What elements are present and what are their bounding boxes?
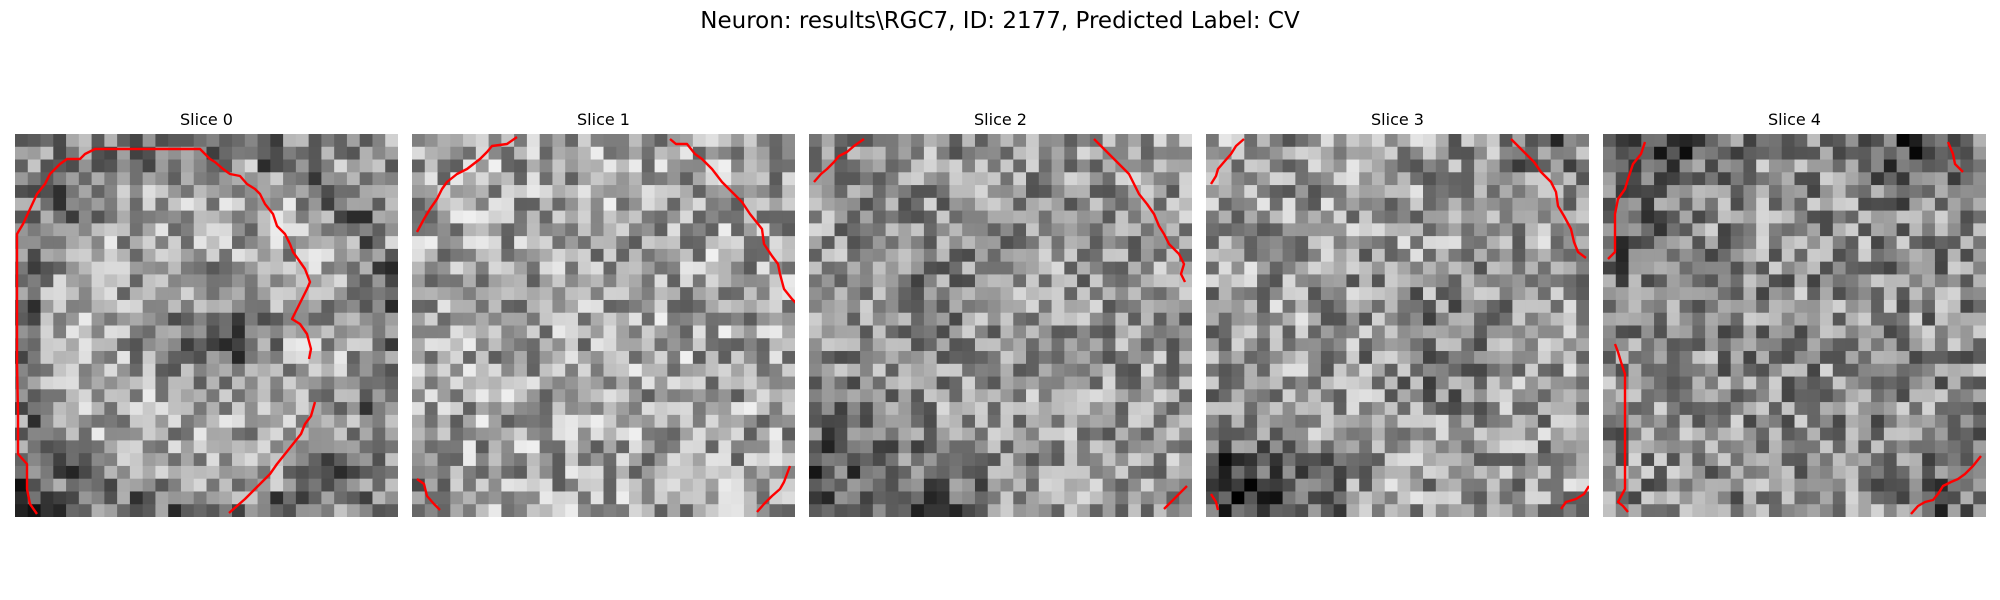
slice-image-1 bbox=[412, 134, 795, 517]
slice-title-3: Slice 3 bbox=[1371, 110, 1424, 129]
contour-line-2-1 bbox=[1093, 138, 1187, 283]
pixel-grid-3 bbox=[1206, 134, 1589, 517]
contour-line-4-0 bbox=[1607, 141, 1647, 260]
slice-image-0 bbox=[15, 134, 398, 517]
pixel-grid-1 bbox=[412, 134, 795, 517]
pixel-grid-0 bbox=[15, 134, 398, 517]
pixel-grid-4 bbox=[1603, 134, 1986, 517]
slice-image-4 bbox=[1603, 134, 1986, 517]
slice-image-2 bbox=[809, 134, 1192, 517]
contour-line-0-0 bbox=[15, 147, 313, 515]
contour-line-1-1 bbox=[669, 138, 795, 304]
contour-line-1-0 bbox=[415, 136, 518, 233]
contour-line-4-1 bbox=[1946, 141, 1964, 173]
contour-line-4-2 bbox=[1613, 343, 1629, 513]
slice-title-1: Slice 1 bbox=[577, 110, 630, 129]
contour-line-1-3 bbox=[756, 465, 792, 513]
contour-line-3-2 bbox=[1560, 485, 1589, 510]
contour-line-0-1 bbox=[228, 401, 317, 514]
pixel-grid-2 bbox=[809, 134, 1192, 517]
slice-title-2: Slice 2 bbox=[974, 110, 1027, 129]
figure-title: Neuron: results\RGC7, ID: 2177, Predicte… bbox=[700, 8, 1300, 34]
contour-line-3-3 bbox=[1209, 493, 1220, 511]
contour-line-4-3 bbox=[1910, 455, 1982, 515]
contour-line-1-2 bbox=[416, 478, 441, 511]
slice-title-4: Slice 4 bbox=[1768, 110, 1821, 129]
contour-line-2-0 bbox=[813, 138, 865, 183]
contour-line-2-2 bbox=[1163, 485, 1188, 510]
slice-image-3 bbox=[1206, 134, 1589, 517]
slice-title-0: Slice 0 bbox=[180, 110, 233, 129]
contour-line-3-0 bbox=[1209, 138, 1245, 185]
contour-line-3-1 bbox=[1510, 138, 1587, 259]
